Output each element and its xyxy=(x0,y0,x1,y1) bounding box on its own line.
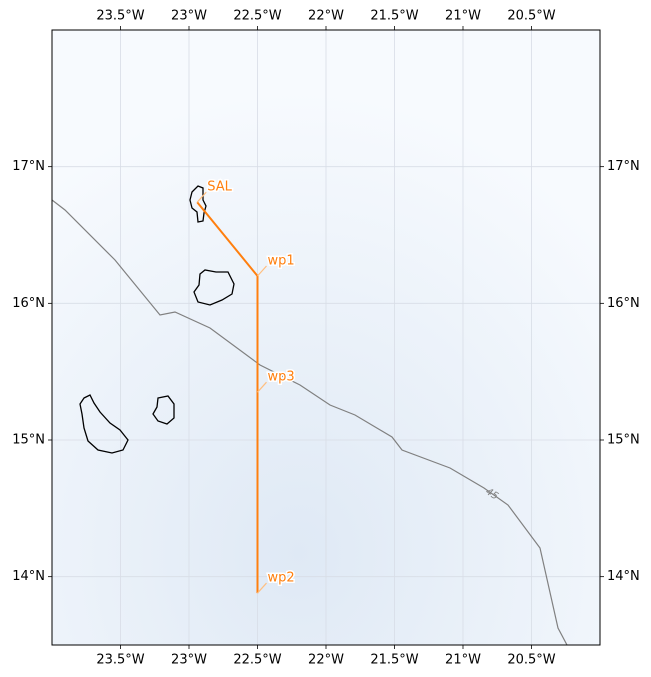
lon-tick-label: 22°W xyxy=(308,653,344,668)
lon-tick-label: 22.5°W xyxy=(233,653,281,668)
lon-tick-label: 23.5°W xyxy=(96,9,144,24)
lat-tick-label: 14°N xyxy=(12,569,45,584)
label-leader xyxy=(196,191,207,203)
contour xyxy=(52,199,568,645)
lon-tick-label: 23°W xyxy=(171,653,207,668)
waypoint-label: wp1 xyxy=(268,254,295,269)
lat-tick-label: 17°N xyxy=(12,159,45,174)
lat-tick-label: 16°N xyxy=(607,296,640,311)
lat-tick-label: 15°N xyxy=(12,433,45,448)
island-sal xyxy=(189,185,207,223)
waypoint-label: wp3 xyxy=(268,370,295,385)
lon-tick-label: 23.5°W xyxy=(96,653,144,668)
lon-tick-label: 21°W xyxy=(445,9,481,24)
lon-tick-label: 20.5°W xyxy=(507,653,555,668)
lon-tick-label: 23°W xyxy=(171,9,207,24)
flight-track xyxy=(196,201,259,594)
lat-tick-label: 16°N xyxy=(12,296,45,311)
lon-tick-label: 20.5°W xyxy=(507,9,555,24)
axes: 23.5°W 23.5°W 23°W 23°W 22.5°W 22.5°W 22°W 22°W… xyxy=(12,9,640,668)
lon-tick-label: 22.5°W xyxy=(233,9,281,24)
label-leader xyxy=(257,265,267,277)
lat-tick-label: 14°N xyxy=(607,569,640,584)
island-maio xyxy=(152,395,175,425)
lat-tick-label: 15°N xyxy=(607,433,640,448)
waypoint-labels: SAL wp1 wp3 wp2 xyxy=(196,178,296,594)
waypoint-label: SAL xyxy=(207,180,232,195)
island-boavista xyxy=(193,269,235,306)
waypoint-label: wp2 xyxy=(268,571,295,586)
lon-tick-label: 21°W xyxy=(445,653,481,668)
island-santiago xyxy=(79,394,129,454)
lon-tick-label: 21.5°W xyxy=(370,9,418,24)
lon-tick-label: 21.5°W xyxy=(370,653,418,668)
islands xyxy=(79,185,235,454)
lat-tick-label: 17°N xyxy=(607,159,640,174)
label-leader xyxy=(257,381,267,393)
lon-tick-label: 22°W xyxy=(308,9,344,24)
contour-line xyxy=(52,199,568,645)
label-leader xyxy=(257,582,267,594)
